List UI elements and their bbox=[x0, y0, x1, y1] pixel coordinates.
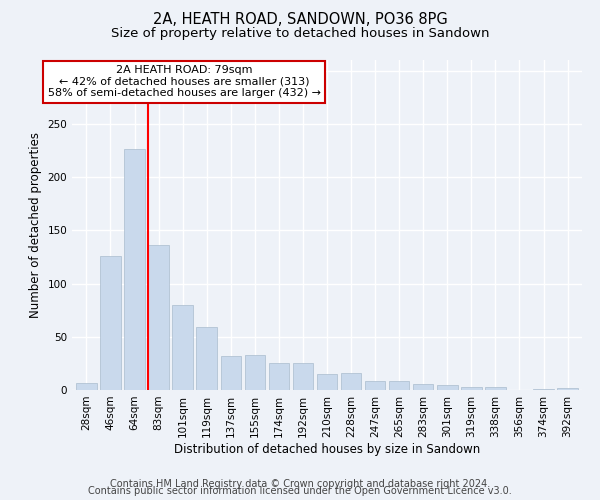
Bar bbox=[293, 364, 313, 390]
Bar bbox=[389, 382, 409, 390]
X-axis label: Distribution of detached houses by size in Sandown: Distribution of detached houses by size … bbox=[174, 442, 480, 456]
Bar bbox=[533, 389, 554, 390]
Bar bbox=[196, 327, 217, 390]
Text: Contains HM Land Registry data © Crown copyright and database right 2024.: Contains HM Land Registry data © Crown c… bbox=[110, 479, 490, 489]
Text: Contains public sector information licensed under the Open Government Licence v3: Contains public sector information licen… bbox=[88, 486, 512, 496]
Bar bbox=[437, 384, 458, 390]
Bar bbox=[317, 374, 337, 390]
Bar bbox=[221, 356, 241, 390]
Bar bbox=[365, 382, 385, 390]
Bar bbox=[245, 355, 265, 390]
Bar bbox=[124, 150, 145, 390]
Bar bbox=[413, 384, 433, 390]
Y-axis label: Number of detached properties: Number of detached properties bbox=[29, 132, 42, 318]
Bar bbox=[148, 245, 169, 390]
Bar bbox=[100, 256, 121, 390]
Text: Size of property relative to detached houses in Sandown: Size of property relative to detached ho… bbox=[111, 28, 489, 40]
Bar bbox=[76, 382, 97, 390]
Text: 2A, HEATH ROAD, SANDOWN, PO36 8PG: 2A, HEATH ROAD, SANDOWN, PO36 8PG bbox=[152, 12, 448, 28]
Text: 2A HEATH ROAD: 79sqm
← 42% of detached houses are smaller (313)
58% of semi-deta: 2A HEATH ROAD: 79sqm ← 42% of detached h… bbox=[47, 65, 320, 98]
Bar bbox=[461, 387, 482, 390]
Bar bbox=[172, 305, 193, 390]
Bar bbox=[269, 364, 289, 390]
Bar bbox=[341, 373, 361, 390]
Bar bbox=[557, 388, 578, 390]
Bar bbox=[485, 387, 506, 390]
